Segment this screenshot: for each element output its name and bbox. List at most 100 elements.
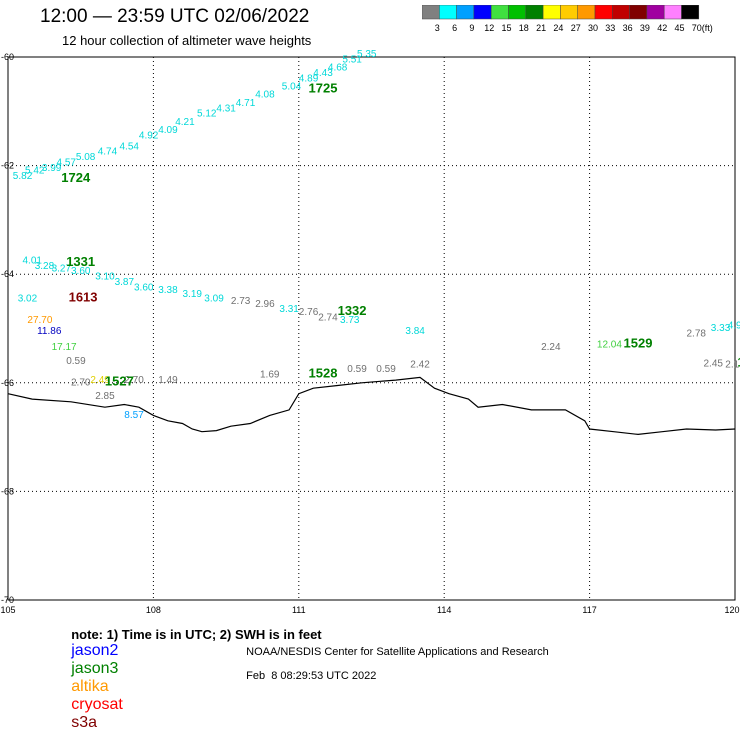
- wave-height-value: 3.31: [279, 304, 299, 315]
- lat-tick-label: -70: [1, 595, 14, 605]
- pass-time-label: 1528: [309, 365, 338, 380]
- pass-time-label: 1: [737, 355, 740, 370]
- wave-height-value: 2.45: [704, 359, 724, 370]
- wave-height-value: 3.02: [18, 293, 38, 304]
- legend-altika: altika: [71, 678, 109, 695]
- map-frame: [7, 56, 736, 601]
- wave-height-value: 5.35: [357, 49, 377, 60]
- wave-height-value: 2.49: [90, 375, 110, 386]
- lon-tick-label: 114: [437, 605, 451, 615]
- lon-tick-label: 117: [582, 605, 596, 615]
- pass-time-label: 1613: [69, 289, 98, 304]
- colorbar-label: 9: [469, 23, 474, 33]
- colorbar-label: 45: [674, 23, 684, 33]
- colorbar-label: 18: [519, 23, 529, 33]
- wave-height-value: 4.54: [120, 141, 140, 152]
- lat-tick-label: -64: [1, 269, 14, 279]
- lon-tick-label: 120: [724, 605, 739, 615]
- wave-height-value: 3.33: [711, 323, 731, 334]
- wave-height-value: 4.68: [328, 63, 348, 74]
- wave-height-value: 4.74: [98, 147, 118, 158]
- footer: NOAA/NESDIS Center for Satellite Applica…: [240, 634, 549, 682]
- wave-height-value: 4.89: [299, 73, 319, 84]
- wave-height-map: 105 108 111 114 117 120 -60 -62 -64 -66 -68 -70 5.35…: [0, 49, 740, 615]
- colorbar-label: 12: [484, 23, 494, 33]
- pass-time-label: 1527: [105, 374, 134, 389]
- wave-height-value: 3.09: [204, 293, 224, 304]
- wave-height-value: 2.1: [725, 360, 739, 371]
- wave-height-value: 4.31: [216, 103, 236, 114]
- wave-height-value: 2.24: [541, 342, 561, 353]
- wave-height-value: 2.73: [231, 296, 251, 307]
- wave-height-value: 4.92: [139, 130, 159, 141]
- map-subtitle: 12 hour collection of altimeter wave hei…: [62, 33, 312, 48]
- colorbar-label: 36: [623, 23, 633, 33]
- lon-tick-label: 105: [0, 605, 15, 615]
- wave-height-value: 1.69: [260, 369, 280, 380]
- wave-height-value: 3.27: [52, 264, 72, 275]
- wave-height-value: 0.59: [347, 364, 367, 375]
- wave-height-value: 5.04: [282, 82, 302, 93]
- wave-height-value: 4.57: [57, 158, 77, 169]
- wave-height-value: 5.12: [197, 109, 217, 120]
- wave-height-value: 2.74: [318, 312, 338, 323]
- wave-height-value: 4.08: [255, 90, 275, 101]
- pass-time-label: 1724: [61, 170, 91, 185]
- wave-height-value: 27.70: [27, 315, 52, 326]
- colorbar-label: 42: [657, 23, 667, 33]
- wave-height-value: 4.43: [313, 68, 333, 79]
- colorbar-swatch: [681, 5, 700, 20]
- footer-credit: NOAA/NESDIS Center for Satellite Applica…: [246, 646, 549, 658]
- colorbar-label: 33: [605, 23, 615, 33]
- legend-note: note: 1) Time is in UTC; 2) SWH is in fe…: [71, 627, 322, 642]
- wave-height-value: 17.17: [52, 342, 77, 353]
- colorbar-label: 21: [536, 23, 546, 33]
- wave-height-value: 3.84: [405, 326, 425, 337]
- colorbar-label: 3: [435, 23, 440, 33]
- wave-height-value: 5.51: [342, 54, 362, 65]
- legend-jason2: jason2: [71, 642, 119, 659]
- footer-timestamp: Feb 8 08:29:53 UTC 2022: [246, 670, 377, 682]
- wave-height-value: 8.57: [124, 410, 144, 421]
- colorbar-label: 70: [692, 23, 702, 33]
- pass-time-label: 1332: [338, 303, 367, 318]
- colorbar-label: 24: [553, 23, 563, 33]
- wave-height-value: 11.86: [37, 326, 62, 337]
- wave-height-value: 3.87: [115, 277, 135, 288]
- wave-height-value: 4.21: [175, 117, 195, 128]
- colorbar-label: 30: [588, 23, 598, 33]
- wave-height-value: 3.10: [95, 272, 115, 283]
- colorbar-label: 39: [640, 23, 650, 33]
- wave-height-value: 1.49: [158, 375, 178, 386]
- wave-height-value: 4.09: [158, 125, 178, 136]
- wave-height-value: 0.59: [66, 356, 86, 367]
- wave-height-value: 3.38: [158, 285, 178, 296]
- wave-height-value: 3.60: [134, 283, 154, 294]
- wave-height-value: 3.19: [183, 289, 203, 300]
- colorbar-label: 6: [452, 23, 457, 33]
- pass-time-label: 1529: [624, 336, 653, 351]
- wave-height-value: 2.70: [124, 375, 144, 386]
- wave-height-value: 2.78: [687, 329, 707, 340]
- wave-height-value: 3.99: [42, 163, 62, 174]
- wave-height-value: 5.42: [25, 166, 45, 177]
- pass-time-label: 1725: [309, 80, 338, 95]
- footer-spacer: [246, 658, 255, 670]
- colorbar-label: 15: [501, 23, 511, 33]
- wave-height-value: 2.70: [71, 378, 91, 389]
- wave-height-value: 12.04: [597, 340, 622, 351]
- legend-s3a: s3a: [71, 714, 98, 731]
- wave-height-value: 2.42: [410, 360, 430, 371]
- wave-height-value: 4.9: [728, 321, 740, 332]
- lat-tick-label: -66: [1, 378, 14, 388]
- wave-height-value: 4.71: [236, 98, 256, 109]
- coastline: [7, 376, 736, 436]
- wave-height-value: 4.01: [23, 255, 43, 266]
- wave-height-value: 2.96: [255, 299, 275, 310]
- lat-tick-label: -60: [1, 52, 14, 62]
- color-scale-legend: 3 6 9 12 15 18 21 24 27 30 33 36 39 42 45 70 (ft): [422, 5, 713, 33]
- lat-tick-label: -62: [1, 161, 14, 171]
- wave-height-value: 3.60: [71, 266, 91, 277]
- wave-height-value: 5.08: [76, 152, 96, 163]
- lon-tick-label: 108: [146, 605, 161, 615]
